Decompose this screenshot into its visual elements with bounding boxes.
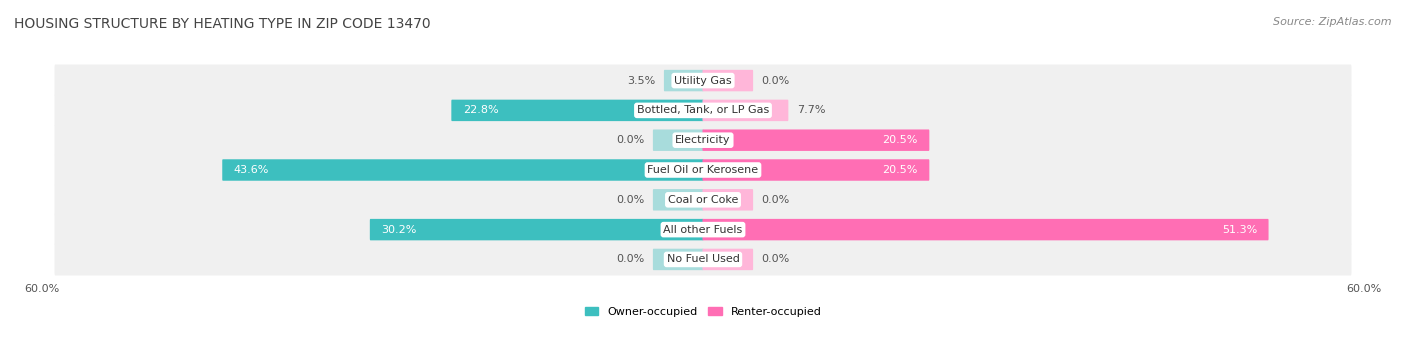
Text: 0.0%: 0.0%: [762, 75, 790, 86]
Text: Electricity: Electricity: [675, 135, 731, 145]
FancyBboxPatch shape: [55, 124, 1351, 156]
Text: 0.0%: 0.0%: [616, 135, 644, 145]
FancyBboxPatch shape: [652, 130, 703, 151]
FancyBboxPatch shape: [703, 249, 754, 270]
Text: 30.2%: 30.2%: [381, 225, 416, 235]
FancyBboxPatch shape: [703, 100, 789, 121]
Text: 22.8%: 22.8%: [463, 105, 499, 115]
FancyBboxPatch shape: [222, 159, 703, 181]
Text: All other Fuels: All other Fuels: [664, 225, 742, 235]
Text: 0.0%: 0.0%: [616, 254, 644, 265]
FancyBboxPatch shape: [451, 100, 703, 121]
Text: 51.3%: 51.3%: [1222, 225, 1257, 235]
FancyBboxPatch shape: [55, 65, 1351, 97]
FancyBboxPatch shape: [55, 184, 1351, 216]
Text: 0.0%: 0.0%: [762, 254, 790, 265]
Text: 20.5%: 20.5%: [883, 165, 918, 175]
FancyBboxPatch shape: [55, 243, 1351, 275]
FancyBboxPatch shape: [703, 159, 929, 181]
FancyBboxPatch shape: [703, 70, 754, 91]
Text: Bottled, Tank, or LP Gas: Bottled, Tank, or LP Gas: [637, 105, 769, 115]
Text: HOUSING STRUCTURE BY HEATING TYPE IN ZIP CODE 13470: HOUSING STRUCTURE BY HEATING TYPE IN ZIP…: [14, 17, 430, 31]
FancyBboxPatch shape: [652, 249, 703, 270]
FancyBboxPatch shape: [703, 130, 929, 151]
Text: 0.0%: 0.0%: [616, 195, 644, 205]
Text: 43.6%: 43.6%: [233, 165, 269, 175]
Text: 0.0%: 0.0%: [762, 195, 790, 205]
FancyBboxPatch shape: [703, 219, 1268, 240]
Text: Source: ZipAtlas.com: Source: ZipAtlas.com: [1274, 17, 1392, 27]
FancyBboxPatch shape: [664, 70, 703, 91]
FancyBboxPatch shape: [370, 219, 703, 240]
Text: 7.7%: 7.7%: [797, 105, 825, 115]
FancyBboxPatch shape: [55, 94, 1351, 126]
Text: 20.5%: 20.5%: [883, 135, 918, 145]
Text: Utility Gas: Utility Gas: [675, 75, 731, 86]
FancyBboxPatch shape: [703, 189, 754, 210]
Text: Fuel Oil or Kerosene: Fuel Oil or Kerosene: [647, 165, 759, 175]
Text: 3.5%: 3.5%: [627, 75, 655, 86]
FancyBboxPatch shape: [55, 214, 1351, 246]
Text: No Fuel Used: No Fuel Used: [666, 254, 740, 265]
Legend: Owner-occupied, Renter-occupied: Owner-occupied, Renter-occupied: [581, 302, 825, 321]
FancyBboxPatch shape: [55, 154, 1351, 186]
Text: Coal or Coke: Coal or Coke: [668, 195, 738, 205]
FancyBboxPatch shape: [652, 189, 703, 210]
